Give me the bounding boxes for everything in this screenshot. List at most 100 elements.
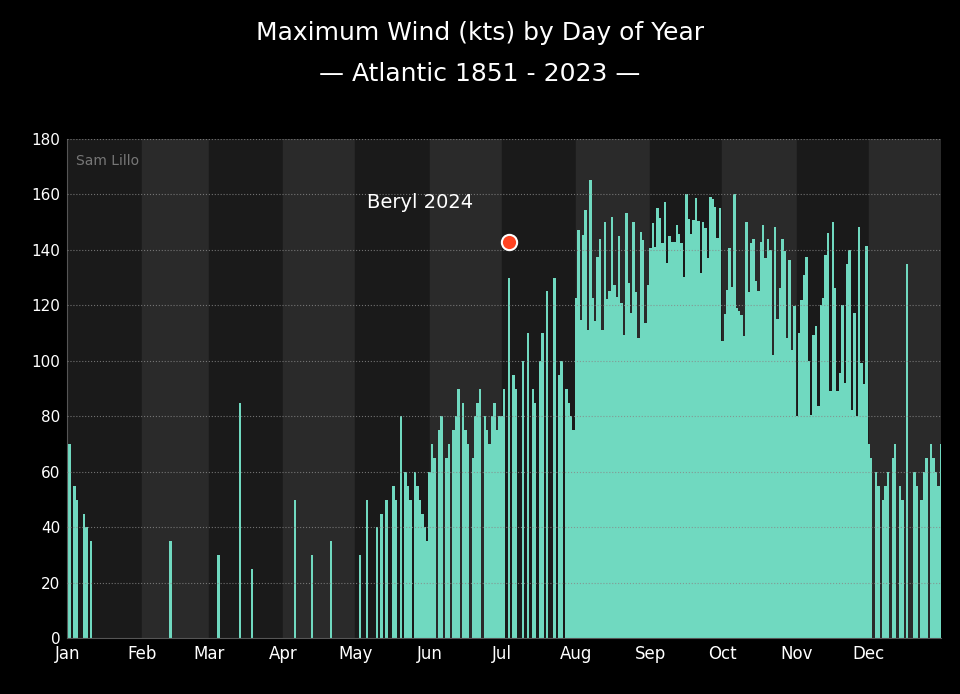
Bar [796, 416, 798, 638]
Bar [515, 389, 517, 638]
Bar [649, 248, 652, 638]
Bar [687, 219, 690, 638]
Bar [522, 361, 524, 638]
Bar [774, 227, 777, 638]
Bar [585, 210, 587, 638]
Bar [863, 384, 865, 638]
Bar [355, 139, 429, 638]
Bar [781, 239, 783, 638]
Bar [513, 375, 515, 638]
Bar [733, 194, 735, 638]
Bar [935, 472, 937, 638]
Bar [567, 403, 570, 638]
Bar [452, 430, 455, 638]
Bar [251, 569, 253, 638]
Bar [637, 338, 639, 638]
Bar [767, 239, 769, 638]
Bar [783, 251, 786, 638]
Bar [576, 139, 651, 638]
Bar [753, 239, 755, 638]
Bar [500, 416, 503, 638]
Bar [921, 500, 923, 638]
Bar [685, 194, 687, 638]
Bar [580, 320, 582, 638]
Bar [359, 555, 361, 638]
Bar [750, 243, 753, 638]
Bar [683, 278, 685, 638]
Bar [807, 361, 810, 638]
Bar [827, 233, 829, 638]
Bar [925, 458, 927, 638]
Bar [465, 430, 467, 638]
Bar [599, 239, 601, 638]
Bar [786, 339, 788, 638]
Bar [855, 416, 858, 638]
Bar [690, 234, 692, 638]
Bar [731, 287, 733, 638]
Bar [311, 555, 313, 638]
Bar [414, 472, 417, 638]
Text: — Atlantic 1851 - 2023 —: — Atlantic 1851 - 2023 — [320, 62, 640, 87]
Bar [541, 333, 543, 638]
Bar [870, 458, 873, 638]
Bar [652, 223, 654, 638]
Text: Sam Lillo: Sam Lillo [76, 154, 139, 168]
Bar [404, 472, 407, 638]
Bar [721, 341, 724, 638]
Bar [820, 305, 822, 638]
Bar [417, 486, 419, 638]
Bar [471, 458, 474, 638]
Bar [700, 273, 702, 638]
Bar [937, 486, 940, 638]
Bar [428, 472, 431, 638]
Bar [393, 486, 395, 638]
Bar [508, 278, 510, 638]
Bar [572, 430, 575, 638]
Bar [642, 240, 644, 638]
Bar [421, 514, 423, 638]
Bar [474, 416, 476, 638]
Bar [423, 527, 426, 638]
Bar [681, 243, 683, 638]
Bar [797, 139, 869, 638]
Bar [769, 250, 772, 638]
Bar [841, 305, 844, 638]
Bar [534, 403, 537, 638]
Bar [73, 486, 76, 638]
Bar [755, 281, 757, 638]
Bar [68, 444, 71, 638]
Bar [495, 430, 498, 638]
Bar [546, 291, 548, 638]
Bar [635, 292, 637, 638]
Bar [659, 218, 661, 638]
Bar [923, 472, 925, 638]
Bar [467, 444, 469, 638]
Bar [940, 444, 942, 638]
Bar [791, 350, 793, 638]
Bar [836, 391, 839, 638]
Bar [484, 416, 486, 638]
Bar [817, 405, 820, 638]
Bar [589, 180, 591, 638]
Bar [66, 430, 68, 638]
Bar [887, 472, 889, 638]
Bar [625, 213, 628, 638]
Bar [726, 290, 729, 638]
Bar [441, 416, 443, 638]
Bar [639, 232, 642, 638]
Bar [764, 258, 767, 638]
Bar [748, 292, 750, 638]
Bar [757, 291, 759, 638]
Bar [801, 300, 803, 638]
Bar [697, 221, 700, 638]
Bar [647, 285, 649, 638]
Bar [209, 139, 283, 638]
Bar [901, 500, 903, 638]
Bar [433, 458, 436, 638]
Bar [479, 389, 481, 638]
Bar [476, 403, 479, 638]
Bar [582, 235, 585, 638]
Bar [858, 227, 860, 638]
Bar [654, 247, 657, 638]
Bar [868, 444, 870, 638]
